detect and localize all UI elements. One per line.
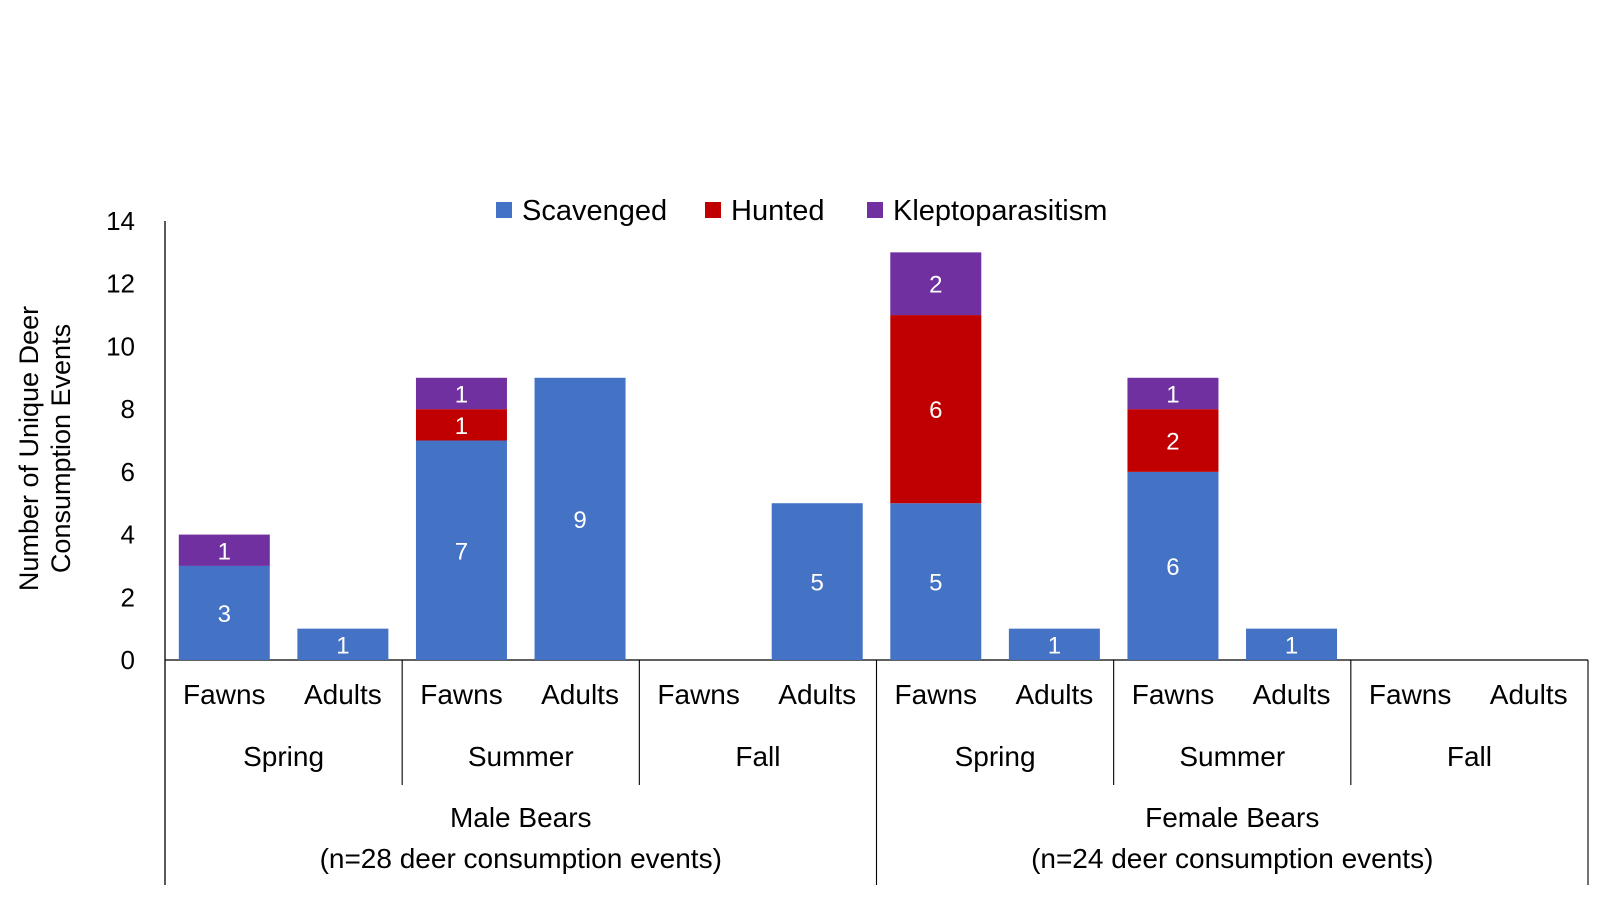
data-label: 3 [218,601,231,628]
bar-segment-scavenged [1246,628,1338,660]
legend-label: Kleptoparasitism [893,195,1107,227]
category-label: Adults [778,679,856,710]
y-tick-label: 14 [106,206,135,236]
category-label: Fawns [1132,679,1214,710]
season-label: Spring [243,741,324,772]
category-label: Adults [1253,679,1331,710]
data-label: 6 [929,397,942,424]
data-label: 9 [573,507,586,534]
data-label: 1 [1285,632,1298,659]
bar-segment-scavenged [415,440,507,660]
data-label: 2 [1166,429,1179,456]
data-label: 1 [1166,381,1179,408]
y-tick-label: 12 [106,269,135,299]
bar-segment-scavenged [534,377,626,660]
y-tick-label: 8 [121,394,135,424]
y-tick-label: 10 [106,331,135,361]
category-label: Adults [304,679,382,710]
bar-segment-scavenged [1008,628,1100,660]
bar-segment-scavenged [890,503,982,660]
y-tick-label: 6 [121,457,135,487]
bar-segment-hunted [1127,409,1219,472]
legend-swatch-kleptoparasitism [867,202,883,218]
category-label: Adults [1490,679,1568,710]
season-label: Summer [468,741,574,772]
season-label: Spring [955,741,1036,772]
bar-segment-kleptoparasitism [1127,377,1219,410]
data-label: 7 [455,538,468,565]
legend-swatch-hunted [705,202,721,218]
data-label: 1 [336,632,349,659]
season-label: Fall [735,741,780,772]
bar-segment-hunted [415,409,507,441]
legend-label: Hunted [731,195,825,227]
y-axis-title-line: Consumption Events [46,324,76,573]
legend-label: Scavenged [522,195,667,227]
season-label: Fall [1447,741,1492,772]
data-label: 1 [218,538,231,565]
y-tick-label: 0 [121,645,135,675]
data-label: 5 [811,570,824,597]
bar-segment-scavenged [297,628,389,660]
y-axis-title-line: Number of Unique Deer [14,306,44,591]
bar-segment-kleptoparasitism [415,377,507,410]
bar-segment-kleptoparasitism [178,534,270,566]
bar-segment-hunted [890,315,982,504]
data-label: 5 [929,570,942,597]
category-label: Adults [1015,679,1093,710]
category-label: Fawns [183,679,265,710]
data-label: 6 [1166,554,1179,581]
data-label: 1 [455,413,468,440]
legend-swatch-scavenged [496,202,512,218]
group-sublabel: (n=28 deer consumption events) [320,843,722,874]
category-label: Fawns [420,679,502,710]
group-label: Female Bears [1145,802,1319,833]
category-label: Fawns [1369,679,1451,710]
y-tick-label: 2 [121,582,135,612]
data-label: 2 [929,272,942,299]
data-label: 1 [455,381,468,408]
y-axis-title: Number of Unique DeerConsumption Events [14,306,76,591]
bar-segment-scavenged [1127,471,1219,660]
data-label: 1 [1048,632,1061,659]
bar-segment-kleptoparasitism [890,252,982,316]
bar-segment-scavenged [771,503,863,660]
group-label: Male Bears [450,802,592,833]
bar-segment-scavenged [178,565,270,660]
season-label: Summer [1179,741,1285,772]
category-label: Adults [541,679,619,710]
group-sublabel: (n=24 deer consumption events) [1031,843,1433,874]
y-tick-label: 4 [121,520,135,550]
category-label: Fawns [895,679,977,710]
category-label: Fawns [657,679,739,710]
